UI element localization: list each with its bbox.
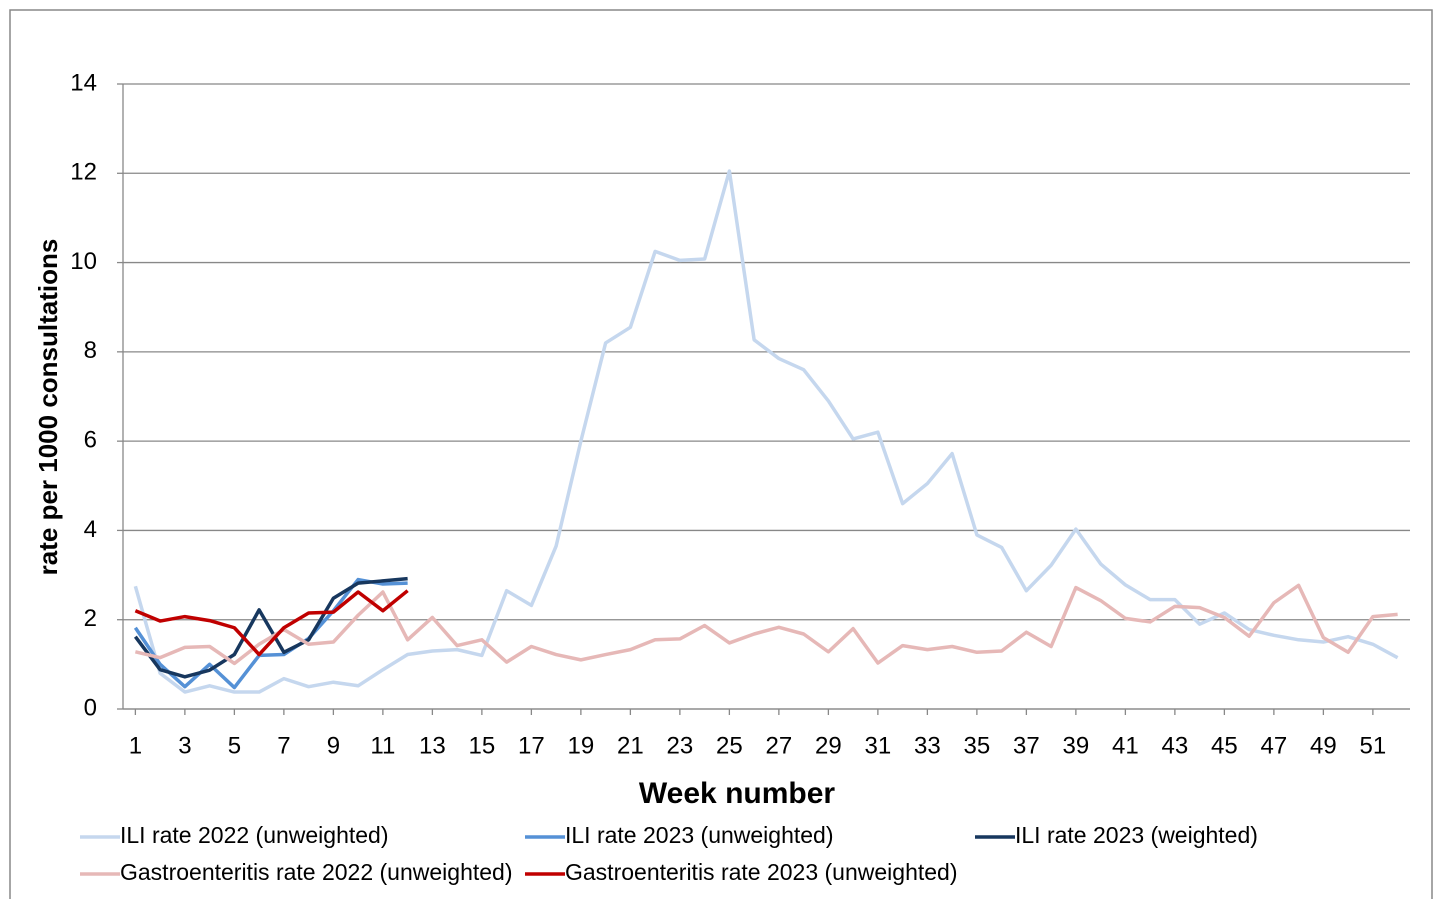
series-line	[134, 589, 409, 657]
x-tick-label: 19	[568, 732, 595, 759]
legend-label: ILI rate 2023 (weighted)	[1015, 822, 1258, 848]
x-tick-label: 5	[228, 732, 241, 759]
x-tick-label: 15	[469, 732, 496, 759]
legend-label: Gastroenteritis rate 2023 (unweighted)	[565, 859, 958, 885]
x-tick-label: 7	[277, 732, 290, 759]
x-tick-label: 1	[129, 732, 142, 759]
series-line	[134, 583, 1398, 666]
x-tick-label: 3	[178, 732, 191, 759]
x-tick-label: 33	[914, 732, 941, 759]
legend-label: Gastroenteritis rate 2022 (unweighted)	[120, 859, 513, 885]
x-axis-title: Week number	[639, 777, 835, 810]
x-tick-label: 29	[815, 732, 842, 759]
y-tick-label: 12	[70, 159, 97, 186]
series-line	[133, 577, 408, 690]
x-tick-label: 31	[865, 732, 892, 759]
y-tick-label: 14	[70, 69, 97, 96]
x-tick-label: 17	[518, 732, 545, 759]
y-tick-label: 6	[84, 426, 97, 453]
x-tick-label: 21	[617, 732, 644, 759]
x-tick-label: 51	[1360, 732, 1387, 759]
x-tick-label: 41	[1112, 732, 1139, 759]
series-line	[133, 576, 408, 679]
legend-label: ILI rate 2022 (unweighted)	[120, 822, 389, 848]
x-tick-label: 23	[667, 732, 694, 759]
x-tick-label: 45	[1211, 732, 1238, 759]
y-tick-label: 10	[70, 248, 97, 275]
x-tick-label: 49	[1310, 732, 1337, 759]
x-tick-label: 13	[419, 732, 446, 759]
x-tick-label: 39	[1063, 732, 1090, 759]
x-tick-label: 27	[766, 732, 793, 759]
series-line	[133, 169, 1399, 694]
x-tick-label: 9	[327, 732, 340, 759]
x-tick-label: 47	[1261, 732, 1288, 759]
y-tick-label: 2	[84, 605, 97, 632]
y-tick-label: 4	[84, 516, 97, 543]
x-tick-label: 37	[1013, 732, 1040, 759]
y-tick-label: 8	[84, 337, 97, 364]
y-tick-label: 0	[84, 694, 97, 721]
x-tick-label: 43	[1162, 732, 1189, 759]
y-axis-title: rate per 1000 consultations	[33, 239, 63, 576]
x-tick-label: 11	[370, 732, 395, 759]
x-tick-label: 25	[716, 732, 743, 759]
legend-label: ILI rate 2023 (unweighted)	[565, 822, 834, 848]
x-tick-label: 35	[964, 732, 991, 759]
chart-frame	[9, 9, 1433, 899]
